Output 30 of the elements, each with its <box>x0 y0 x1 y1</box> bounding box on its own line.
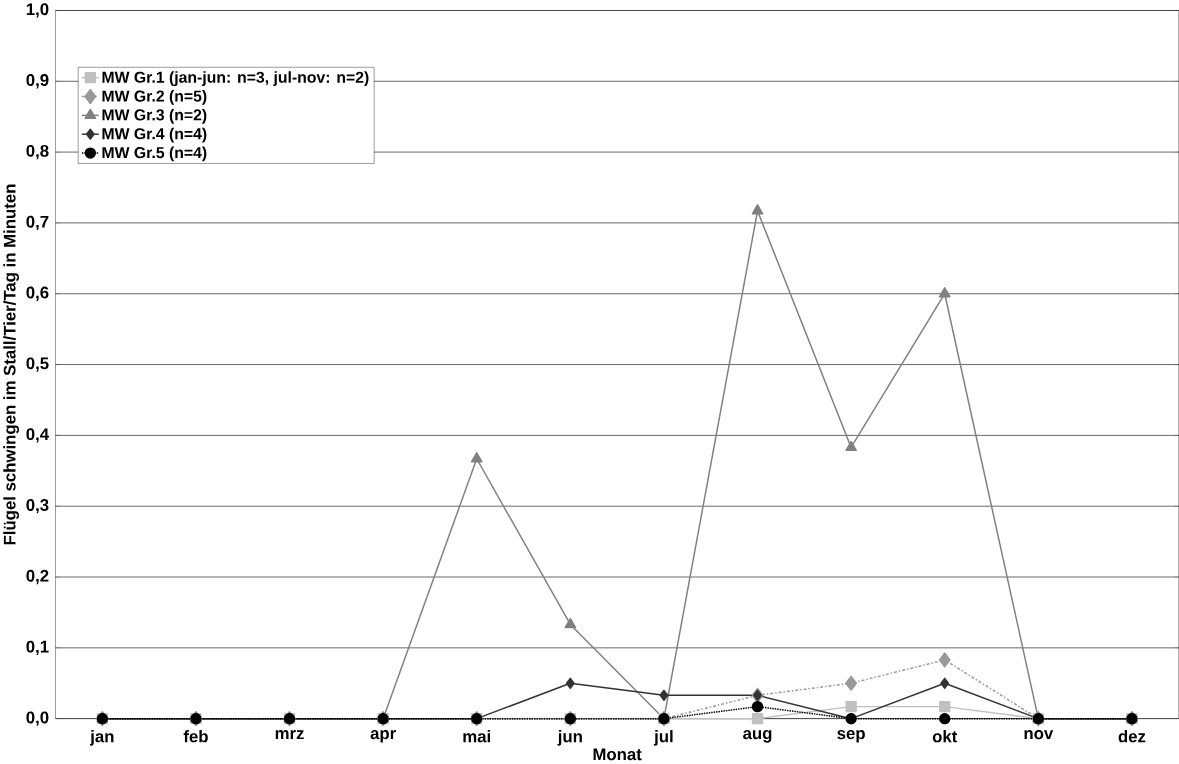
x-tick-label: aug <box>743 730 772 743</box>
y-tick-label: 0,9 <box>26 74 49 89</box>
x-tick-label: okt <box>932 730 958 743</box>
x-tick-label: nov <box>1024 730 1054 740</box>
y-tick-label: 1,0 <box>26 3 49 18</box>
y-tick-label: 0,0 <box>26 711 49 727</box>
y-tick-label: 0,5 <box>26 357 49 372</box>
y-tick-label: 0,6 <box>26 286 49 302</box>
x-tick-label: jan <box>89 730 114 746</box>
legend-label: MW Gr.2 (n=5) <box>102 90 207 106</box>
legend-label: MW Gr.4 (n=4) <box>102 128 207 143</box>
y-tick-label: 0,4 <box>26 428 49 443</box>
legend-label: MW Gr.1 (jan-jun: n=3, jul-nov: n=2) <box>102 71 369 87</box>
x-tick-label: feb <box>183 730 208 743</box>
y-tick-label: 0,1 <box>26 640 49 656</box>
x-tick-label: dez <box>1118 730 1146 743</box>
x-axis-title: Monat <box>593 748 642 761</box>
y-axis-title: Flügel schwingen im Stall/Tier/Tag in Minuten <box>3 184 19 545</box>
legend-label: MW Gr.5 (n=4) <box>102 146 207 162</box>
y-tick-label: 0,3 <box>26 499 49 514</box>
x-tick-label: jun <box>557 730 582 746</box>
y-tick-label: 0,8 <box>26 145 49 160</box>
x-tick-label: jul <box>653 730 673 746</box>
y-tick-label: 0,2 <box>26 570 49 585</box>
legend-label: MW Gr.3 (n=2) <box>102 109 207 124</box>
x-tick-label: mai <box>463 730 490 743</box>
x-tick-label: mrz <box>275 730 304 740</box>
x-tick-label: sep <box>837 730 865 743</box>
x-tick-label: apr <box>370 730 396 743</box>
y-tick-label: 0,7 <box>26 216 49 231</box>
